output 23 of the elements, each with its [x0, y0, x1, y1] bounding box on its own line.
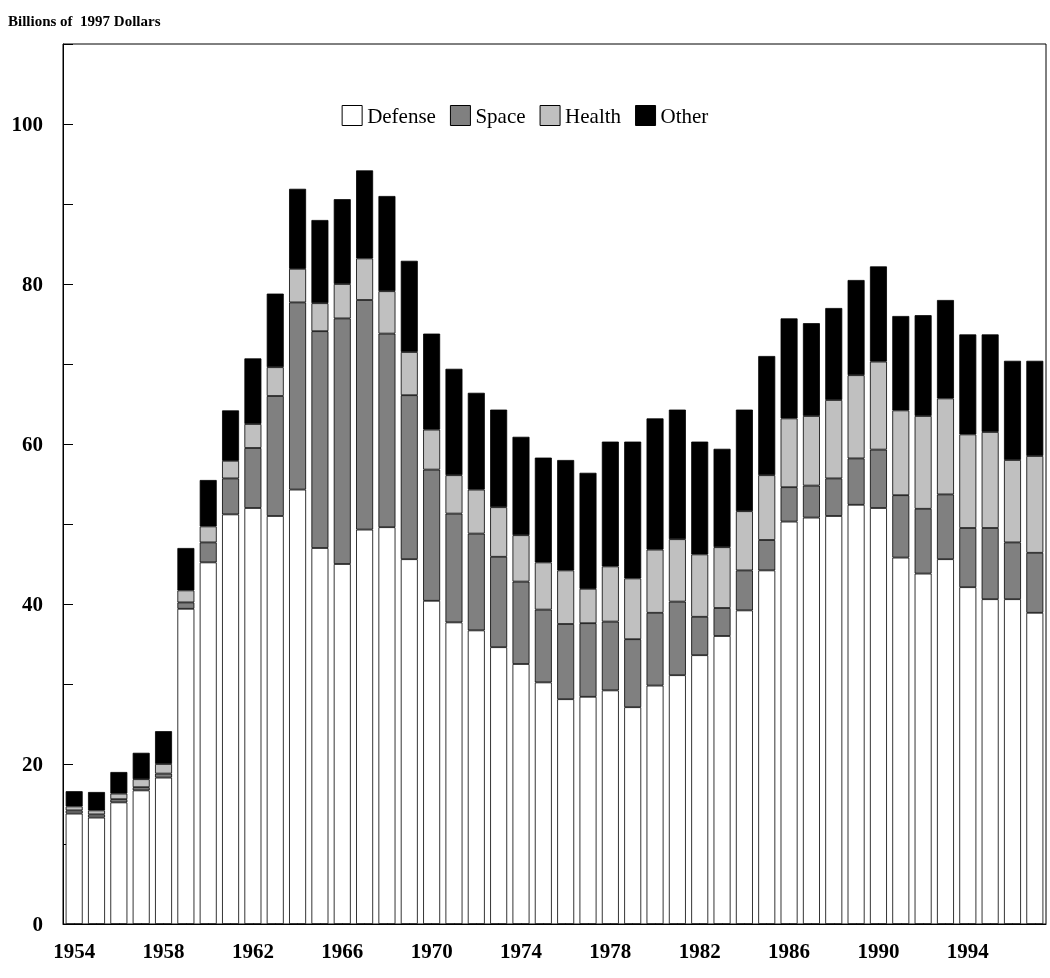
- legend-label: Defense: [367, 103, 436, 128]
- legend-label: Other: [660, 103, 709, 128]
- y-axis-title: Billions of 1997 Dollars: [8, 12, 161, 29]
- x-tick-label: 1986: [768, 938, 811, 963]
- y-tick-label: 0: [32, 912, 43, 936]
- x-tick-label: 1982: [678, 938, 721, 963]
- x-tick-label: 1966: [321, 938, 364, 963]
- legend-label: Health: [565, 103, 622, 128]
- y-tick-label: 100: [11, 112, 43, 136]
- x-tick-label: 1954: [53, 938, 96, 963]
- x-tick-label: 1958: [142, 938, 185, 963]
- y-tick-label: 40: [22, 592, 43, 616]
- legend-label: Space: [475, 103, 526, 128]
- x-tick-label: 1978: [589, 938, 632, 963]
- y-tick-label: 80: [22, 272, 43, 296]
- x-tick-label: 1974: [499, 938, 543, 963]
- x-tick-label: 1970: [410, 938, 453, 963]
- x-tick-label: 1990: [857, 938, 900, 963]
- x-tick-label: 1994: [946, 938, 990, 963]
- y-tick-label: 20: [22, 752, 43, 776]
- y-tick-label: 60: [22, 432, 43, 456]
- bar: [88, 792, 105, 811]
- x-tick-label: 1962: [231, 938, 274, 963]
